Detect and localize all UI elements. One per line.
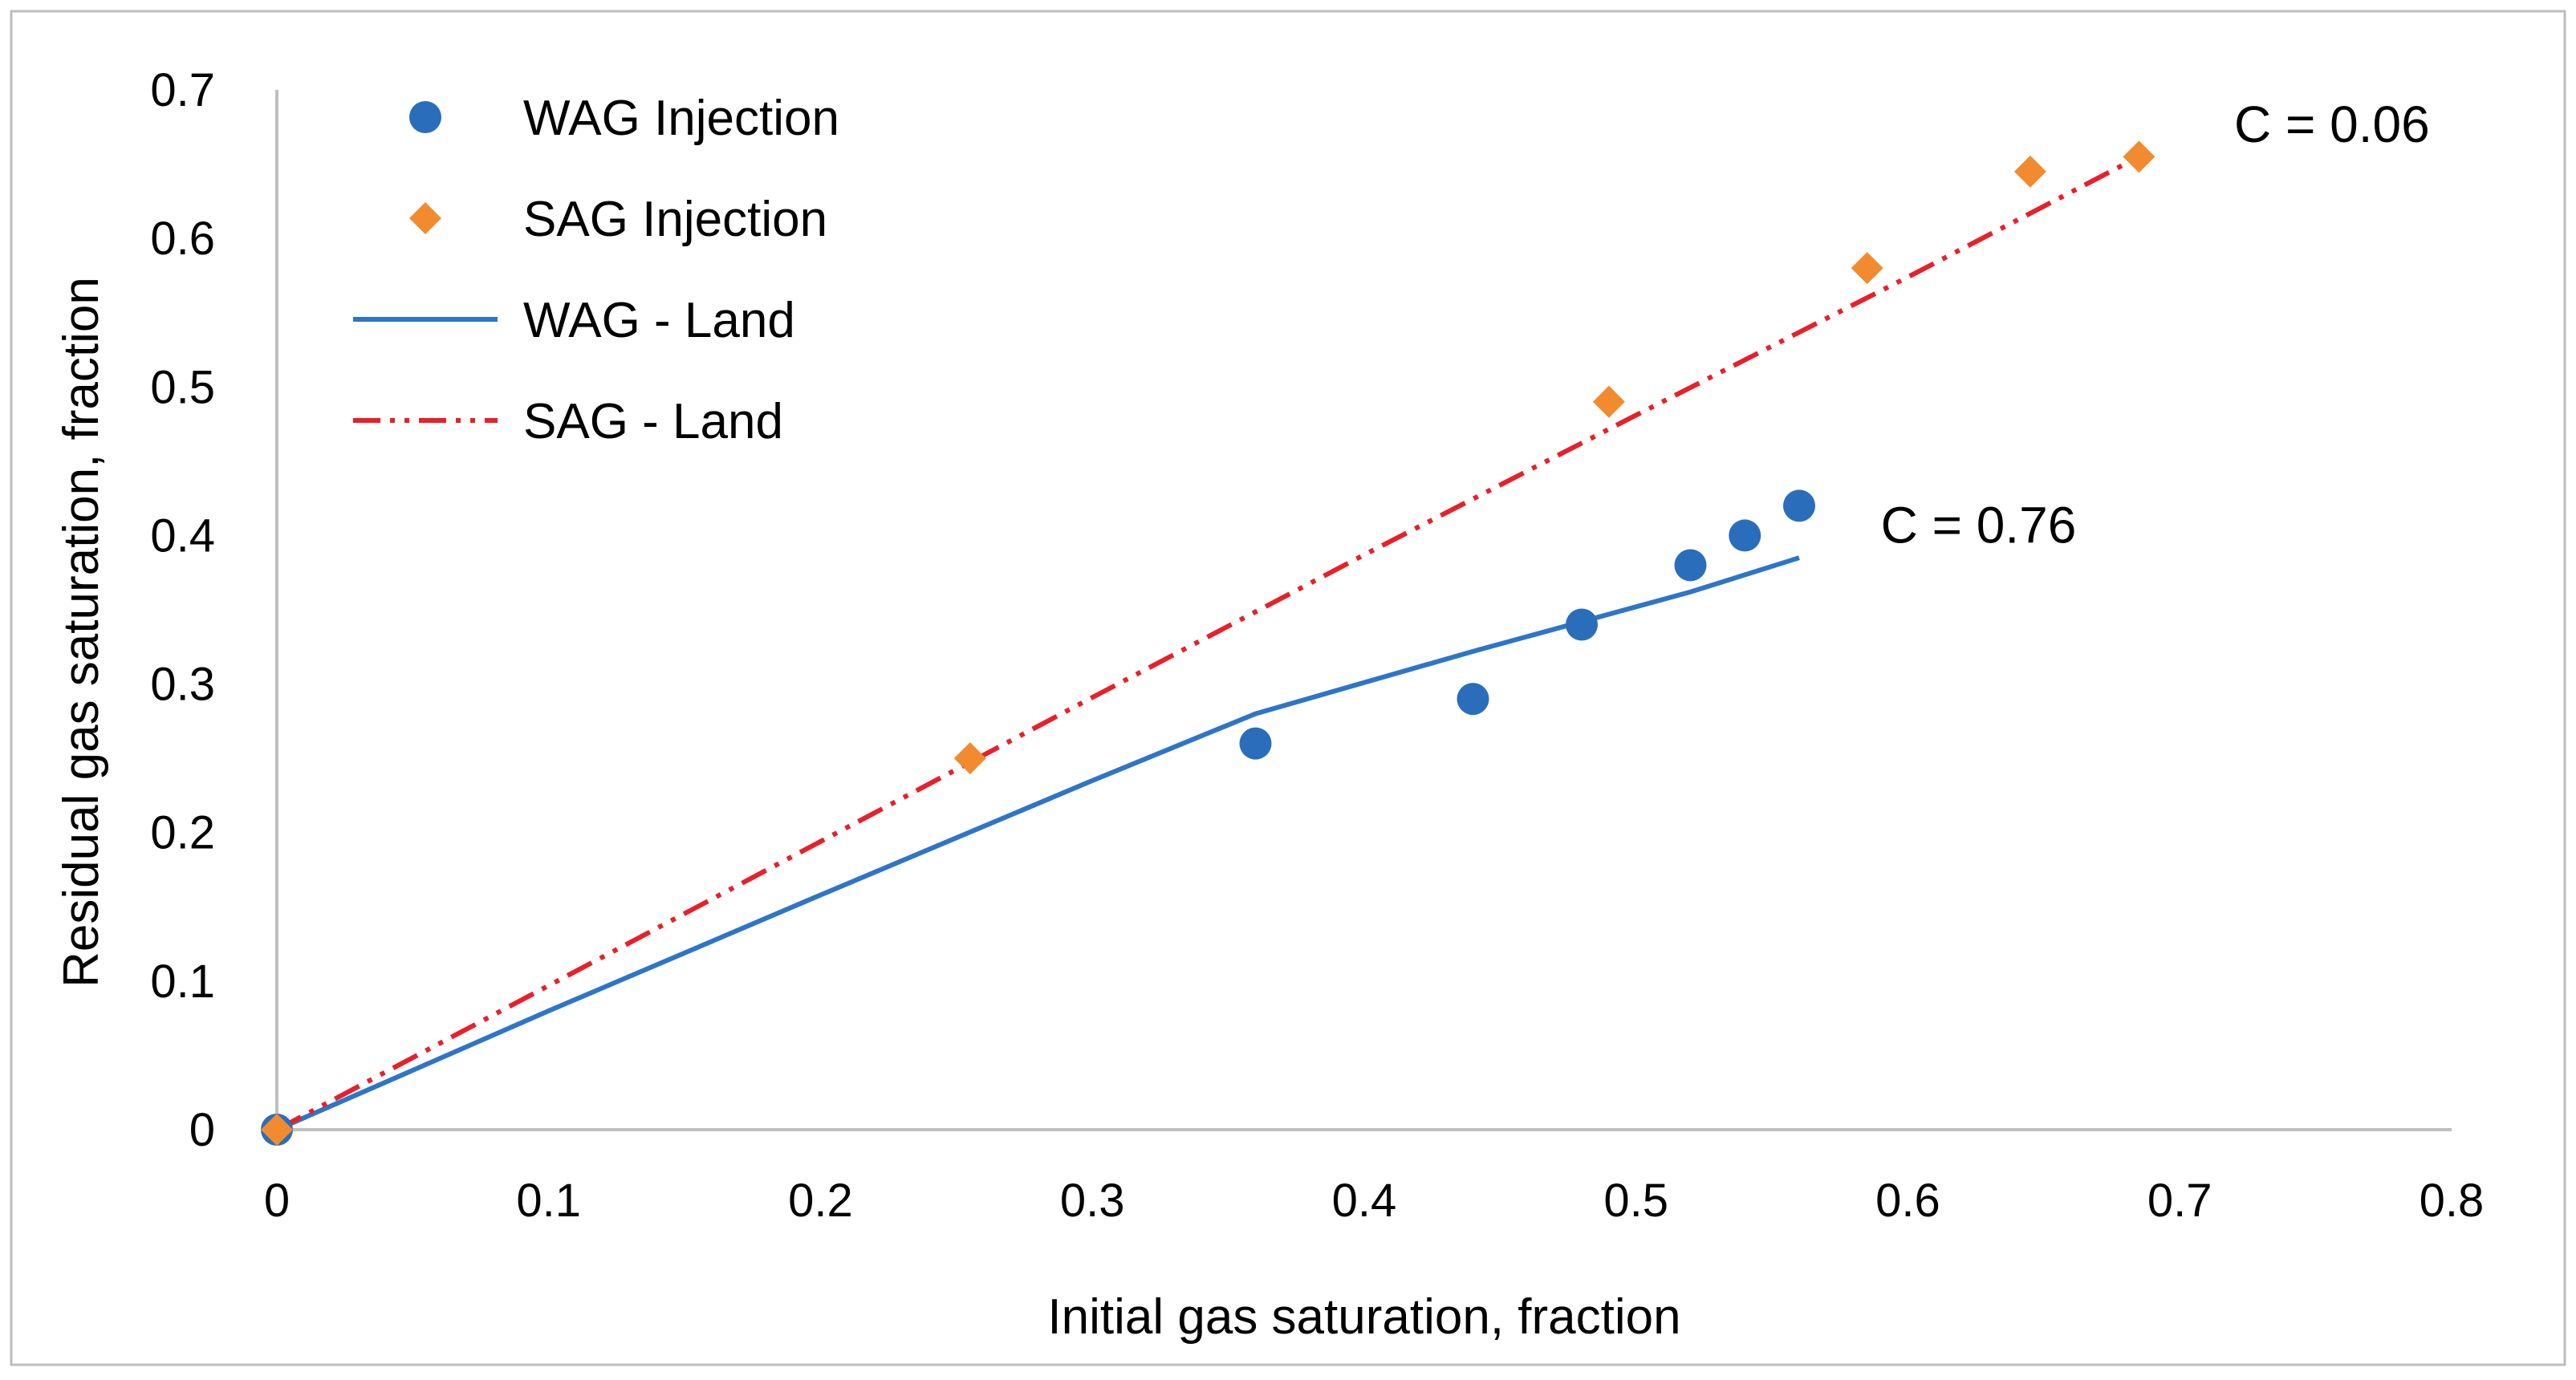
y-tick-label: 0.3 xyxy=(150,659,215,711)
legend-label: WAG Injection xyxy=(523,91,839,146)
x-tick-label: 0.5 xyxy=(1603,1175,1668,1227)
y-axis-label: Residual gas saturation, fraction xyxy=(54,277,109,988)
x-tick-label: 0.3 xyxy=(1060,1175,1125,1227)
wag-injection-point xyxy=(1783,489,1815,522)
wag-injection-point xyxy=(1675,549,1707,581)
x-axis-label: Initial gas saturation, fraction xyxy=(1047,1289,1680,1345)
y-tick-label: 0.6 xyxy=(150,213,215,265)
legend-wag-injection-marker xyxy=(409,101,441,133)
wag-injection-point xyxy=(1457,683,1489,715)
wag-injection-point xyxy=(1240,728,1272,760)
x-tick-label: 0.8 xyxy=(2420,1175,2485,1227)
y-tick-label: 0.2 xyxy=(150,807,215,859)
annotation-label: C = 0.06 xyxy=(2234,95,2430,153)
legend-label: WAG - Land xyxy=(523,293,795,348)
y-tick-label: 0.1 xyxy=(150,956,215,1008)
x-tick-label: 0.1 xyxy=(516,1175,581,1227)
x-tick-label: 0.6 xyxy=(1875,1175,1940,1227)
wag-injection-point xyxy=(1729,519,1761,551)
legend-label: SAG Injection xyxy=(523,192,827,247)
x-tick-label: 0.7 xyxy=(2147,1175,2212,1227)
legend-label: SAG - Land xyxy=(523,394,783,449)
wag-injection-point xyxy=(1566,609,1598,641)
y-tick-label: 0.5 xyxy=(150,361,215,413)
chart-border xyxy=(11,11,2565,1365)
y-tick-label: 0.7 xyxy=(150,64,215,116)
annotation-label: C = 0.76 xyxy=(1881,497,2077,554)
y-tick-label: 0 xyxy=(189,1104,215,1156)
y-tick-label: 0.4 xyxy=(150,509,215,562)
x-tick-label: 0 xyxy=(264,1175,290,1227)
x-tick-label: 0.4 xyxy=(1332,1175,1397,1227)
x-tick-label: 0.2 xyxy=(788,1175,853,1227)
